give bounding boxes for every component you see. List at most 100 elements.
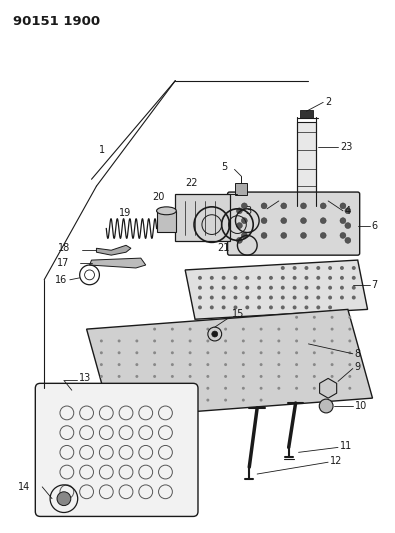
Circle shape bbox=[260, 399, 263, 401]
Circle shape bbox=[153, 340, 156, 342]
Polygon shape bbox=[87, 309, 372, 418]
Circle shape bbox=[269, 286, 273, 289]
Circle shape bbox=[242, 387, 245, 390]
Circle shape bbox=[261, 203, 267, 209]
Circle shape bbox=[269, 305, 273, 309]
Circle shape bbox=[100, 340, 103, 342]
Circle shape bbox=[206, 363, 209, 366]
Circle shape bbox=[206, 399, 209, 401]
Circle shape bbox=[198, 305, 202, 309]
Text: 14: 14 bbox=[18, 482, 30, 492]
Circle shape bbox=[328, 305, 332, 309]
Circle shape bbox=[277, 351, 280, 354]
Circle shape bbox=[281, 286, 285, 289]
Circle shape bbox=[189, 399, 192, 401]
Circle shape bbox=[100, 363, 103, 366]
Circle shape bbox=[118, 399, 120, 401]
Circle shape bbox=[257, 296, 261, 300]
Circle shape bbox=[331, 316, 333, 319]
Circle shape bbox=[224, 363, 227, 366]
Circle shape bbox=[241, 232, 247, 238]
Circle shape bbox=[281, 305, 285, 309]
Circle shape bbox=[171, 399, 174, 401]
Circle shape bbox=[345, 223, 351, 229]
Circle shape bbox=[313, 328, 316, 330]
Ellipse shape bbox=[156, 207, 176, 215]
Circle shape bbox=[295, 328, 298, 330]
Text: 16: 16 bbox=[55, 275, 67, 285]
Circle shape bbox=[245, 305, 249, 309]
Text: 15: 15 bbox=[231, 309, 244, 319]
Circle shape bbox=[224, 340, 227, 342]
Circle shape bbox=[316, 266, 320, 270]
Circle shape bbox=[206, 375, 209, 378]
Circle shape bbox=[340, 296, 344, 300]
Circle shape bbox=[135, 351, 138, 354]
Circle shape bbox=[277, 328, 280, 330]
Circle shape bbox=[340, 203, 346, 209]
Circle shape bbox=[257, 276, 261, 280]
Circle shape bbox=[233, 286, 237, 289]
Text: 10: 10 bbox=[355, 401, 367, 411]
FancyBboxPatch shape bbox=[35, 383, 198, 516]
Circle shape bbox=[233, 305, 237, 309]
Circle shape bbox=[352, 266, 356, 270]
Text: 9: 9 bbox=[355, 361, 361, 372]
Text: 90151 1900: 90151 1900 bbox=[13, 15, 100, 28]
Circle shape bbox=[328, 266, 332, 270]
Circle shape bbox=[348, 375, 351, 378]
Circle shape bbox=[118, 351, 120, 354]
Text: 3: 3 bbox=[245, 206, 251, 216]
Circle shape bbox=[206, 351, 209, 354]
Circle shape bbox=[320, 217, 326, 224]
Text: 1: 1 bbox=[100, 144, 105, 155]
Circle shape bbox=[224, 351, 227, 354]
Circle shape bbox=[257, 305, 261, 309]
Circle shape bbox=[222, 305, 226, 309]
Circle shape bbox=[340, 217, 346, 224]
Circle shape bbox=[189, 387, 192, 390]
Circle shape bbox=[210, 276, 214, 280]
Circle shape bbox=[242, 363, 245, 366]
Circle shape bbox=[100, 351, 103, 354]
Text: 2: 2 bbox=[325, 98, 331, 107]
Text: 11: 11 bbox=[340, 441, 352, 451]
FancyBboxPatch shape bbox=[228, 192, 360, 255]
Circle shape bbox=[118, 387, 120, 390]
Text: 21: 21 bbox=[218, 243, 230, 253]
Circle shape bbox=[242, 351, 245, 354]
Circle shape bbox=[293, 296, 297, 300]
Circle shape bbox=[293, 286, 297, 289]
Circle shape bbox=[295, 316, 298, 319]
Circle shape bbox=[245, 296, 249, 300]
Circle shape bbox=[328, 286, 332, 289]
Circle shape bbox=[293, 266, 297, 270]
Circle shape bbox=[241, 217, 247, 224]
Circle shape bbox=[118, 363, 120, 366]
Circle shape bbox=[224, 387, 227, 390]
Circle shape bbox=[313, 363, 316, 366]
Circle shape bbox=[295, 375, 298, 378]
Circle shape bbox=[331, 375, 333, 378]
Circle shape bbox=[295, 387, 298, 390]
Text: 12: 12 bbox=[330, 456, 342, 466]
Circle shape bbox=[210, 286, 214, 289]
Circle shape bbox=[328, 296, 332, 300]
Text: 20: 20 bbox=[152, 192, 165, 202]
Circle shape bbox=[293, 276, 297, 280]
Text: 13: 13 bbox=[79, 374, 91, 383]
Circle shape bbox=[224, 375, 227, 378]
Circle shape bbox=[153, 351, 156, 354]
Circle shape bbox=[348, 316, 351, 319]
Circle shape bbox=[331, 351, 333, 354]
Polygon shape bbox=[185, 260, 368, 319]
Circle shape bbox=[328, 276, 332, 280]
Circle shape bbox=[153, 387, 156, 390]
Circle shape bbox=[352, 276, 356, 280]
Circle shape bbox=[153, 363, 156, 366]
Circle shape bbox=[210, 305, 214, 309]
Circle shape bbox=[171, 375, 174, 378]
Circle shape bbox=[305, 286, 308, 289]
Circle shape bbox=[269, 296, 273, 300]
Circle shape bbox=[277, 387, 280, 390]
